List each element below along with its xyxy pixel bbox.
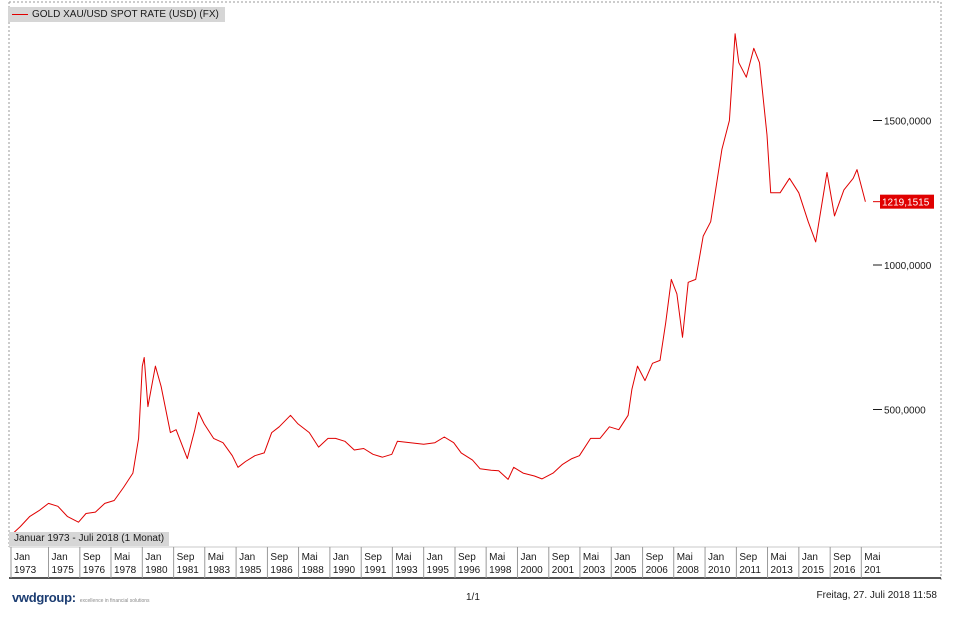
x-tick-label-month: Sep xyxy=(739,552,757,563)
x-tick-label-month: Mai xyxy=(771,552,787,563)
x-tick-label-year: 1978 xyxy=(114,565,137,576)
last-value-badge xyxy=(880,194,934,209)
x-tick-label-year: 2000 xyxy=(520,565,543,576)
x-tick-label-year: 2016 xyxy=(833,565,856,576)
x-tick-label-month: Jan xyxy=(520,552,536,563)
x-tick-label-month: Jan xyxy=(614,552,630,563)
x-tick-label-year: 1975 xyxy=(52,565,75,576)
brand-tagline: excellence in financial solutions xyxy=(79,598,150,604)
x-tick-label-year: 2011 xyxy=(739,565,761,576)
x-tick-label-year: 2005 xyxy=(614,565,637,576)
x-tick-label-month: Sep xyxy=(646,552,664,563)
x-tick-label-month: Mai xyxy=(395,552,411,563)
y-axis: 1500,0000 1000,0000 500,0000 xyxy=(873,117,932,417)
x-tick-label-year: 1998 xyxy=(489,565,512,576)
x-tick-label-month: Sep xyxy=(83,552,101,563)
last-value-label: 1219,1515 xyxy=(882,198,930,209)
x-tick-label-year: 1981 xyxy=(177,565,200,576)
x-tick-label-month: Mai xyxy=(302,552,318,563)
x-tick-label-year: 1990 xyxy=(333,565,356,576)
x-tick-label-month: Mai xyxy=(208,552,224,563)
footer: vwdgroup: excellence in financial solutio… xyxy=(0,580,941,610)
x-tick-label-year: 1985 xyxy=(239,565,262,576)
x-tick-label-year: 1976 xyxy=(83,565,106,576)
legend: GOLD XAU/USD SPOT RATE (USD) (FX) xyxy=(8,7,225,22)
x-tick-label-month: Mai xyxy=(677,552,693,563)
x-tick-label-year: 1995 xyxy=(427,565,450,576)
x-tick-label-year: 201 xyxy=(864,565,881,576)
x-tick-label-year: 2001 xyxy=(552,565,575,576)
x-tick-label-year: 1973 xyxy=(14,565,37,576)
x-tick-label-month: Jan xyxy=(52,552,68,563)
x-tick-label-month: Sep xyxy=(552,552,570,563)
x-tick-label-month: Mai xyxy=(864,552,880,563)
y-tick-label: 1000,0000 xyxy=(884,261,932,272)
x-tick-label-year: 2006 xyxy=(646,565,669,576)
x-tick-label-month: Mai xyxy=(489,552,505,563)
x-tick-label-month: Sep xyxy=(177,552,195,563)
x-tick-label-month: Jan xyxy=(427,552,443,563)
brand-name: vwdgroup: xyxy=(12,590,76,605)
date-range-label: Januar 1973 - Juli 2018 (1 Monat) xyxy=(9,532,170,546)
y-tick-label: 500,0000 xyxy=(884,406,926,417)
x-tick-label-year: 2010 xyxy=(708,565,731,576)
x-tick-label-year: 2003 xyxy=(583,565,606,576)
x-tick-label-month: Sep xyxy=(833,552,851,563)
x-tick-label-month: Sep xyxy=(270,552,288,563)
x-tick-label-year: 1986 xyxy=(270,565,293,576)
x-tick-label-year: 2015 xyxy=(802,565,825,576)
y-tick-label: 1500,0000 xyxy=(884,117,932,128)
x-axis: Jan 1973 Jan 1975 Sep 1976 Mai 1978 Jan 1980 Sep 19… xyxy=(10,547,881,578)
x-tick-label-year: 2013 xyxy=(771,565,794,576)
legend-swatch xyxy=(12,14,28,15)
plot-frame xyxy=(8,1,942,580)
x-tick-label-month: Sep xyxy=(364,552,382,563)
x-tick-label-year: 1988 xyxy=(302,565,325,576)
x-tick-label-year: 1983 xyxy=(208,565,231,576)
legend-label: GOLD XAU/USD SPOT RATE (USD) (FX) xyxy=(32,9,219,20)
x-tick-label-month: Jan xyxy=(239,552,255,563)
x-tick-label-year: 2008 xyxy=(677,565,700,576)
timestamp: Freitag, 27. Juli 2018 11:58 xyxy=(816,590,937,601)
x-tick-label-month: Sep xyxy=(458,552,476,563)
x-tick-label-year: 1996 xyxy=(458,565,481,576)
x-tick-label-month: Jan xyxy=(14,552,30,563)
x-tick-label-year: 1991 xyxy=(364,565,387,576)
x-tick-label-month: Jan xyxy=(708,552,724,563)
x-tick-label-month: Jan xyxy=(802,552,818,563)
x-tick-label-year: 1993 xyxy=(395,565,418,576)
x-tick-label-month: Mai xyxy=(583,552,599,563)
x-tick-label-month: Jan xyxy=(333,552,349,563)
page-number: 1/1 xyxy=(466,592,480,603)
chart: 1500,0000 1000,0000 500,0000 1219,1515 Jan… xyxy=(8,1,942,580)
x-tick-label-month: Jan xyxy=(145,552,161,563)
series-line xyxy=(10,33,866,536)
series-layer: 1219,1515 xyxy=(10,33,934,536)
x-tick-label-year: 1980 xyxy=(145,565,168,576)
vwd-logo: vwdgroup: excellence in financial solutio… xyxy=(12,590,150,605)
x-tick-label-month: Mai xyxy=(114,552,130,563)
